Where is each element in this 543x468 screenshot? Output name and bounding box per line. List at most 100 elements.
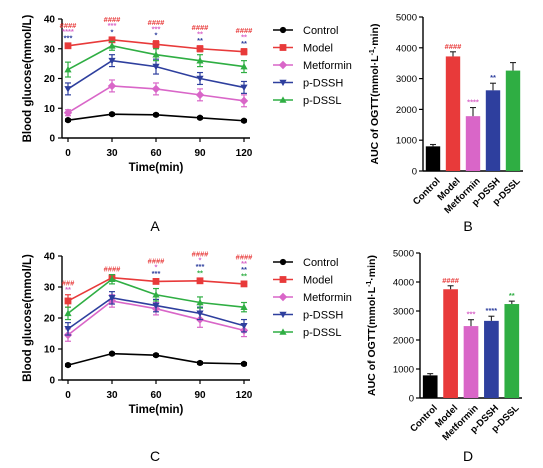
- significance-label: **: [241, 265, 247, 274]
- y-axis-unit: ·min): [366, 255, 378, 281]
- data-point-p-dssl: [196, 57, 204, 64]
- significance-label: *: [155, 31, 158, 40]
- legend-label: Control: [303, 25, 338, 37]
- significance-label: ***: [64, 33, 73, 42]
- x-tick-label: 30: [106, 148, 118, 159]
- legend-label: Metformin: [303, 292, 352, 304]
- y-tick-label: 0: [409, 394, 414, 405]
- y-tick-label: 20: [44, 314, 56, 325]
- data-point-p-dssh: [152, 302, 160, 310]
- y-tick-label: 30: [44, 283, 56, 294]
- significance-label: **: [65, 285, 71, 294]
- y-axis-label-main: AUC of OGTT: [369, 96, 381, 164]
- y-tick-label: 0: [49, 134, 55, 145]
- legend-marker-p-dssl: [279, 328, 287, 335]
- data-point-model: [196, 45, 204, 53]
- panel-c-line-chart: 0 10 20 30 40 0 30 60 90 120 Time(min) Blood glucos…: [22, 249, 352, 464]
- bar-metformin: [465, 116, 481, 171]
- data-point-model: [64, 42, 72, 50]
- legend-marker-p-dssh: [279, 311, 287, 319]
- data-point-metformin: [63, 108, 73, 117]
- x-axis-label: Time(min): [129, 404, 184, 416]
- data-point-p-dssh: [196, 310, 204, 317]
- significance-label: ####: [60, 21, 78, 30]
- y-tick-label: 10: [44, 104, 56, 115]
- data-point-p-dssh: [196, 75, 204, 83]
- significance-label: ****: [62, 27, 74, 36]
- y-tick-label: 5000: [393, 249, 414, 260]
- legend-label: Model: [303, 43, 333, 55]
- significance-label: ***: [152, 269, 161, 278]
- significance-label: *: [111, 27, 114, 36]
- bar-control: [425, 146, 441, 171]
- y-axis-label: Blood glucose(mmol/L): [22, 14, 34, 142]
- data-point-model: [196, 277, 204, 285]
- significance-label: ***: [108, 21, 117, 30]
- data-point-control: [196, 359, 204, 367]
- data-point-p-dssh: [108, 57, 116, 65]
- x-tick-label: 120: [236, 148, 253, 159]
- y-tick-label: 10: [44, 345, 56, 356]
- significance-label: **: [241, 259, 247, 268]
- y-tick-label: 40: [44, 15, 56, 26]
- data-point-p-dssh: [240, 84, 248, 92]
- data-point-p-dssl: [64, 65, 72, 73]
- x-tick-label: 30: [106, 390, 118, 401]
- legend-marker-control: [279, 258, 287, 266]
- x-tick-label: 0: [65, 390, 71, 401]
- y-axis-label: AUC of OGTT(mmol·L-1·min): [366, 255, 378, 396]
- bar-p-dssl: [505, 70, 521, 171]
- x-tick-label: 60: [150, 390, 162, 401]
- data-point-model: [240, 48, 248, 56]
- data-point-model: [240, 280, 248, 288]
- significance-label: ####: [236, 26, 254, 35]
- data-point-control: [240, 360, 248, 367]
- panel-d-bar-chart: 010002000300040005000Control####Model***…: [366, 249, 522, 464]
- legend-label: p-DSSL: [303, 327, 342, 339]
- significance-label: ####: [442, 276, 460, 285]
- data-point-metformin: [195, 90, 205, 100]
- data-point-p-dssl: [108, 42, 116, 49]
- significance-label: ***: [196, 262, 205, 271]
- data-point-p-dssl: [152, 51, 160, 58]
- y-axis-label: Blood glucose(mmol/L): [22, 254, 34, 382]
- y-tick-label: 3000: [393, 307, 414, 318]
- x-tick-label: 120: [236, 390, 253, 401]
- legend-marker-model: [279, 44, 287, 51]
- bar-p-dssh: [485, 90, 501, 171]
- legend-marker-p-dssl: [279, 96, 287, 103]
- data-point-control: [152, 352, 160, 359]
- data-point-metformin: [151, 84, 161, 94]
- data-point-control: [64, 117, 72, 124]
- legend-label: Control: [303, 257, 338, 269]
- x-tick-label: 90: [194, 390, 206, 401]
- data-point-p-dssh: [152, 63, 160, 71]
- y-axis-label-main: AUC of OGTT: [366, 328, 378, 396]
- y-tick-label: 4000: [393, 278, 414, 289]
- data-point-model: [152, 40, 160, 48]
- legend-marker-metformin: [278, 60, 288, 70]
- y-axis-unit: -1: [369, 49, 376, 55]
- x-tick-label: 60: [150, 148, 162, 159]
- panel-letter: A: [150, 218, 160, 234]
- significance-label: **: [241, 32, 247, 41]
- data-point-model: [108, 36, 116, 44]
- legend-marker-control: [279, 26, 287, 34]
- legend-label: Metformin: [303, 60, 352, 72]
- significance-label: ####: [148, 18, 166, 27]
- data-point-p-dssl: [196, 298, 204, 306]
- y-tick-label: 3000: [396, 74, 417, 85]
- significance-label: **: [241, 271, 247, 280]
- data-point-model: [152, 278, 160, 285]
- significance-label: ###: [62, 278, 75, 287]
- y-axis-unit: -1: [366, 281, 373, 287]
- significance-label: ####: [192, 23, 210, 32]
- legend-marker-model: [279, 276, 287, 283]
- bar-metformin: [463, 326, 479, 398]
- significance-label: ####: [104, 15, 122, 24]
- data-point-metformin: [107, 81, 117, 91]
- y-axis-unit: (mmol·L: [369, 55, 381, 97]
- panel-b-bar-chart: 010002000300040005000Control####Model***…: [369, 13, 523, 234]
- x-tick-label: 90: [194, 148, 206, 159]
